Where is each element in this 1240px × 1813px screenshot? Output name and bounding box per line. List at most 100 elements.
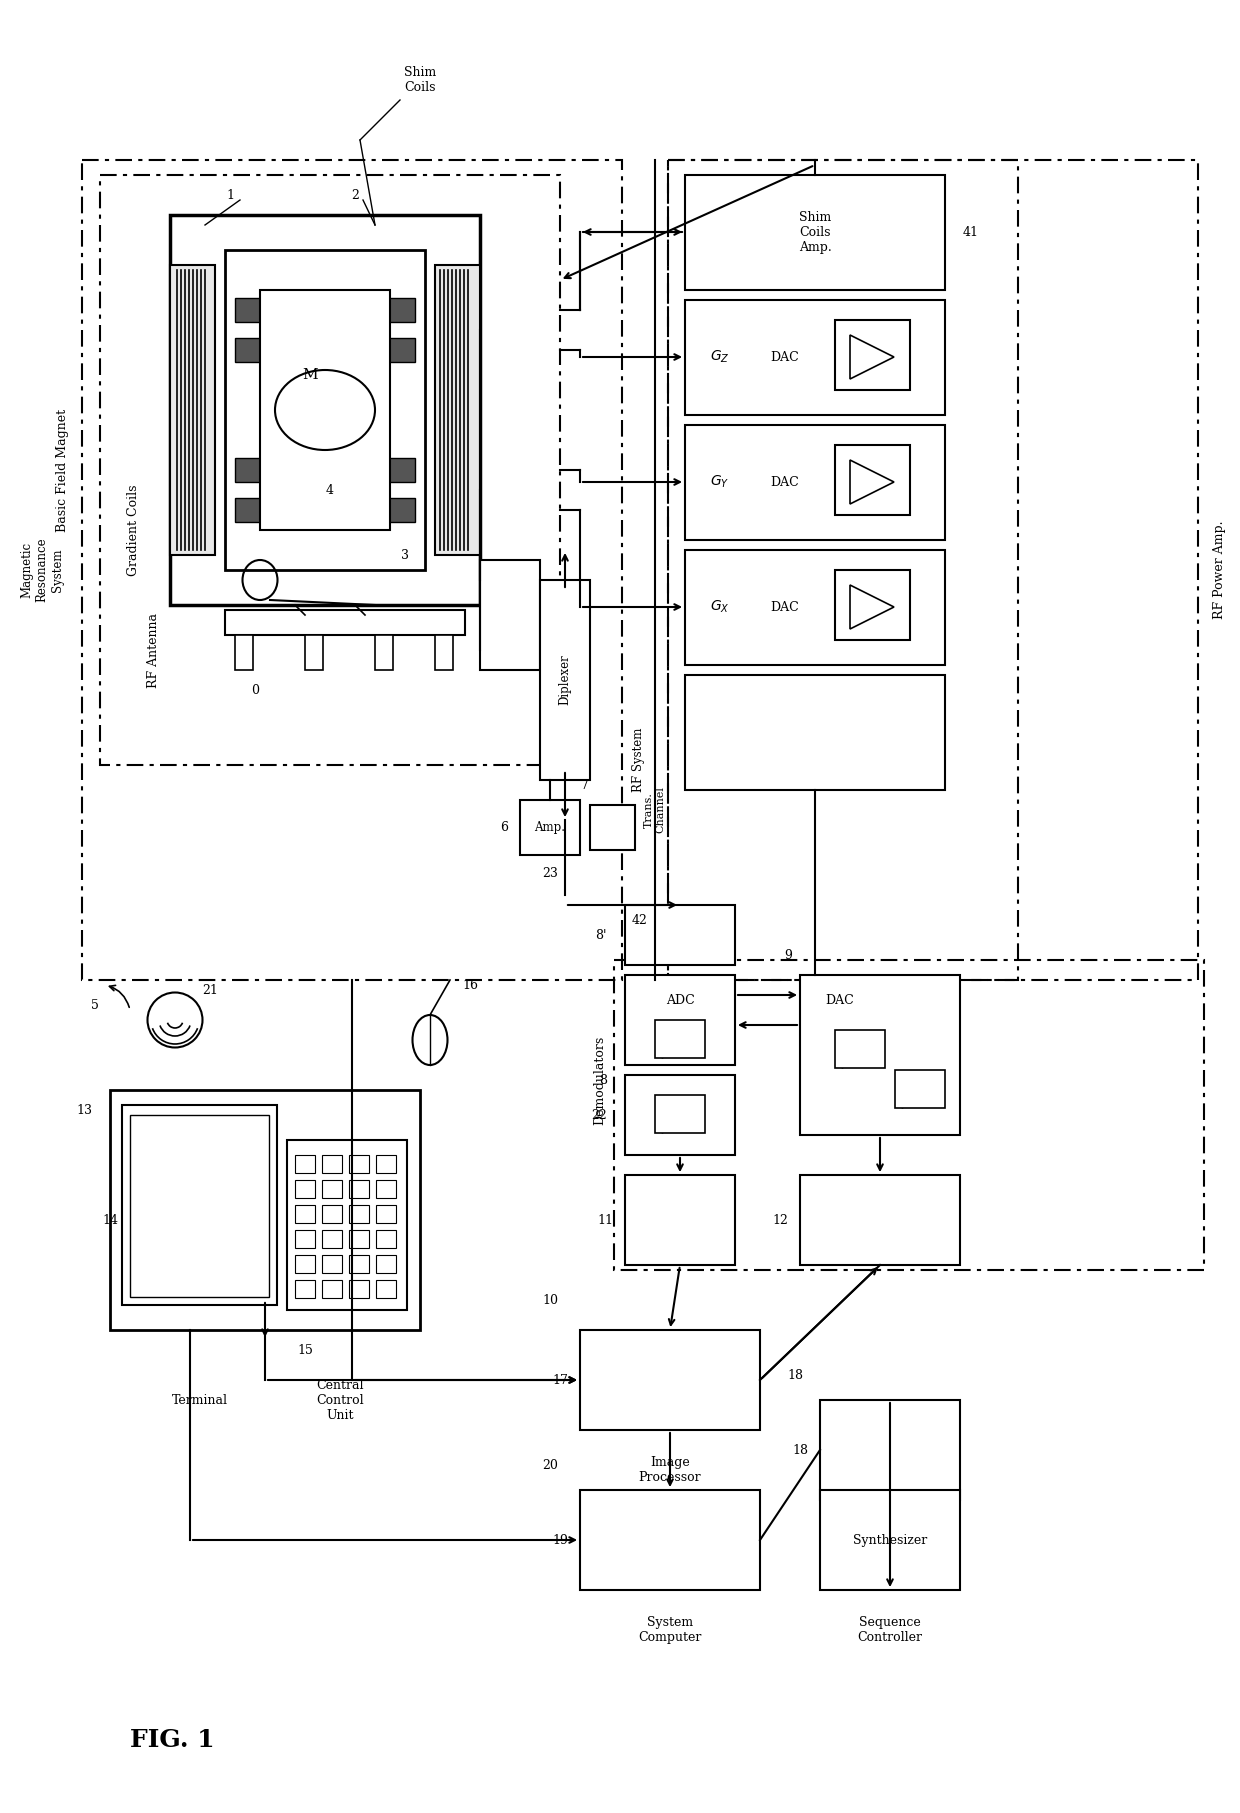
Bar bbox=[684, 176, 945, 290]
Text: 3: 3 bbox=[401, 549, 409, 562]
Text: Image
Processor: Image Processor bbox=[639, 1456, 702, 1485]
Text: 22: 22 bbox=[591, 1108, 608, 1122]
Text: $G_Z$: $G_Z$ bbox=[711, 348, 730, 364]
Text: 23: 23 bbox=[542, 867, 558, 879]
Bar bbox=[625, 1175, 735, 1265]
Bar bbox=[236, 297, 415, 323]
Bar bbox=[260, 290, 391, 529]
Text: Trans.
Channel: Trans. Channel bbox=[645, 787, 666, 834]
Bar bbox=[895, 1070, 945, 1108]
Text: DAC: DAC bbox=[770, 350, 800, 363]
Bar bbox=[348, 1206, 370, 1224]
Bar bbox=[322, 1180, 342, 1198]
Bar bbox=[835, 444, 910, 515]
Bar bbox=[655, 1095, 706, 1133]
Bar bbox=[295, 1280, 315, 1298]
Text: DAC: DAC bbox=[770, 475, 800, 488]
Text: FIG. 1: FIG. 1 bbox=[130, 1728, 215, 1751]
Text: 7: 7 bbox=[582, 778, 589, 792]
Text: 1: 1 bbox=[226, 189, 234, 201]
Text: Sequence
Controller: Sequence Controller bbox=[858, 1615, 923, 1644]
Bar bbox=[348, 1255, 370, 1273]
Text: 15: 15 bbox=[298, 1343, 312, 1356]
Text: Shim
Coils: Shim Coils bbox=[404, 65, 436, 94]
Text: DAC: DAC bbox=[770, 600, 800, 613]
Text: 21: 21 bbox=[202, 983, 218, 997]
Text: 5: 5 bbox=[91, 999, 99, 1012]
Bar bbox=[322, 1229, 342, 1247]
Bar bbox=[348, 1155, 370, 1173]
Bar bbox=[376, 1180, 396, 1198]
Bar bbox=[295, 1255, 315, 1273]
Bar bbox=[224, 609, 465, 635]
Text: 8: 8 bbox=[599, 1073, 608, 1086]
Text: 17: 17 bbox=[552, 1374, 568, 1387]
Text: 8': 8' bbox=[595, 928, 608, 941]
Text: 18: 18 bbox=[787, 1369, 804, 1382]
Text: Diplexer: Diplexer bbox=[558, 654, 572, 705]
Text: Terminal: Terminal bbox=[172, 1394, 228, 1407]
Bar bbox=[295, 1206, 315, 1224]
Text: Gradient Coils: Gradient Coils bbox=[126, 484, 140, 577]
Bar bbox=[590, 805, 635, 850]
Text: 10: 10 bbox=[542, 1293, 558, 1307]
Bar bbox=[580, 1331, 760, 1430]
Bar bbox=[376, 1255, 396, 1273]
Bar bbox=[348, 1180, 370, 1198]
Bar bbox=[236, 337, 415, 363]
Bar bbox=[376, 1229, 396, 1247]
Bar bbox=[668, 160, 1018, 981]
Bar bbox=[295, 1180, 315, 1198]
Bar bbox=[684, 299, 945, 415]
Bar bbox=[374, 635, 393, 671]
Text: 4: 4 bbox=[326, 484, 334, 497]
Text: M: M bbox=[303, 368, 317, 383]
Text: 14: 14 bbox=[102, 1213, 118, 1227]
Text: Demodulators: Demodulators bbox=[594, 1035, 606, 1124]
Text: DAC: DAC bbox=[826, 994, 854, 1006]
Bar bbox=[286, 1140, 407, 1311]
Bar bbox=[625, 905, 735, 965]
Bar bbox=[170, 216, 480, 606]
Text: 9: 9 bbox=[784, 948, 792, 961]
Bar bbox=[236, 635, 253, 671]
Bar bbox=[800, 975, 960, 1135]
Bar bbox=[435, 635, 453, 671]
Bar bbox=[820, 1490, 960, 1590]
Bar bbox=[625, 975, 735, 1064]
Text: 16: 16 bbox=[463, 979, 477, 992]
Text: Shim
Coils
Amp.: Shim Coils Amp. bbox=[799, 210, 831, 254]
Text: Central
Control
Unit: Central Control Unit bbox=[316, 1378, 363, 1421]
Bar bbox=[835, 569, 910, 640]
Bar bbox=[376, 1206, 396, 1224]
Bar bbox=[539, 580, 590, 780]
Bar bbox=[655, 1021, 706, 1059]
Bar bbox=[100, 176, 560, 765]
Bar bbox=[435, 265, 480, 555]
Bar bbox=[580, 1490, 760, 1590]
Bar bbox=[236, 459, 415, 482]
Text: System
Computer: System Computer bbox=[639, 1615, 702, 1644]
Bar bbox=[835, 1030, 885, 1068]
Text: 12: 12 bbox=[773, 1213, 787, 1227]
Text: 19: 19 bbox=[552, 1534, 568, 1546]
Bar bbox=[305, 635, 322, 671]
Bar bbox=[820, 1400, 960, 1499]
Text: $G_X$: $G_X$ bbox=[711, 598, 730, 615]
Bar bbox=[684, 674, 945, 790]
Text: 41: 41 bbox=[963, 225, 980, 239]
Bar bbox=[224, 250, 425, 569]
Text: ADC: ADC bbox=[666, 994, 694, 1006]
Text: Amp.: Amp. bbox=[534, 821, 565, 834]
Bar bbox=[322, 1255, 342, 1273]
Bar bbox=[800, 1175, 960, 1265]
Bar bbox=[376, 1280, 396, 1298]
Bar bbox=[322, 1280, 342, 1298]
Bar bbox=[322, 1155, 342, 1173]
Text: 6: 6 bbox=[500, 821, 508, 834]
Bar bbox=[348, 1229, 370, 1247]
Bar bbox=[480, 560, 539, 671]
Text: $G_Y$: $G_Y$ bbox=[711, 473, 729, 490]
Text: Synthesizer: Synthesizer bbox=[853, 1534, 928, 1546]
Bar bbox=[322, 1206, 342, 1224]
